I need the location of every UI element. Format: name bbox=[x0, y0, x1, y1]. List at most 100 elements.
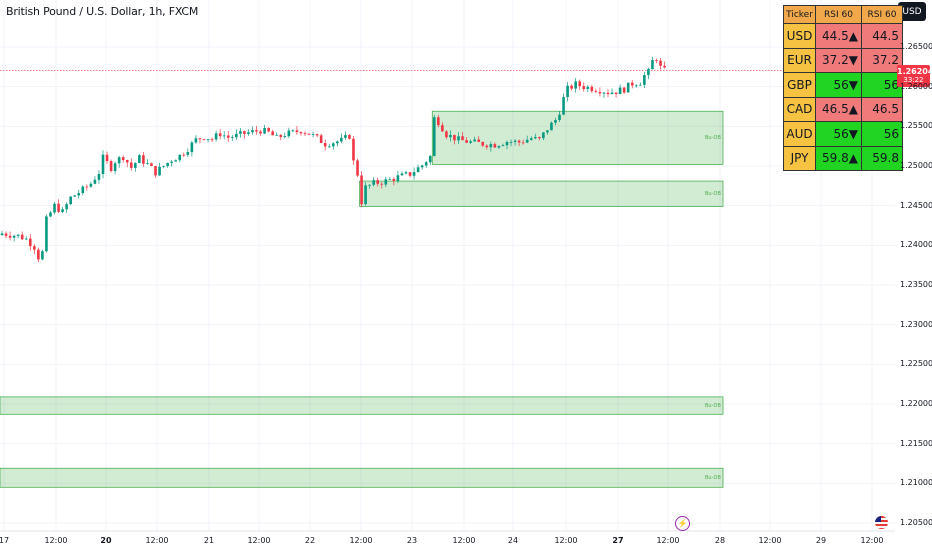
candle-body bbox=[16, 234, 20, 236]
candle-body bbox=[198, 138, 202, 140]
candle-body bbox=[73, 195, 77, 197]
candle-body bbox=[659, 60, 662, 66]
rsi-value: 59.8▲ bbox=[815, 145, 862, 171]
candle-body bbox=[279, 134, 283, 138]
candle-body bbox=[24, 238, 28, 240]
bullish-order-block-zone bbox=[431, 110, 724, 165]
candle-body bbox=[53, 203, 56, 213]
candle-body bbox=[275, 134, 279, 136]
candle-body bbox=[477, 139, 481, 142]
candle-body bbox=[533, 137, 537, 139]
candle-body bbox=[348, 135, 351, 139]
y-tick-label: 1.26500 bbox=[900, 42, 932, 51]
candle-body bbox=[101, 154, 105, 174]
candle-body bbox=[554, 120, 557, 123]
candle-body bbox=[170, 161, 173, 163]
rsi-ticker: GBP bbox=[783, 72, 816, 98]
candle-body bbox=[77, 193, 81, 196]
candle-body bbox=[655, 60, 658, 61]
candle-body bbox=[412, 172, 416, 176]
y-tick-label: 1.22000 bbox=[900, 399, 932, 408]
currency-button[interactable]: USD bbox=[898, 2, 926, 21]
candle-body bbox=[315, 134, 319, 136]
zone-label: Bu-OB bbox=[705, 134, 721, 141]
rsi-header-rsi-2: RSI 60 bbox=[861, 5, 903, 24]
candle-body bbox=[513, 140, 517, 142]
candle-body bbox=[222, 135, 226, 137]
candle-body bbox=[37, 249, 40, 260]
candle-body bbox=[521, 142, 525, 144]
candle-body bbox=[117, 157, 121, 164]
candle-body bbox=[630, 82, 634, 86]
candle-body bbox=[525, 139, 529, 143]
rsi-table-header: Ticker RSI 60 RSI 60 bbox=[783, 5, 903, 24]
rsi-value: 56▼ bbox=[815, 121, 862, 147]
rsi-ticker: CAD bbox=[783, 96, 816, 122]
us-flag-icon[interactable] bbox=[875, 516, 888, 529]
candle-body bbox=[437, 117, 440, 126]
candle-body bbox=[28, 238, 32, 247]
last-price-tag: 1.26204 33:22 bbox=[897, 65, 932, 87]
candle-body bbox=[41, 251, 44, 260]
candle-body bbox=[323, 142, 327, 147]
candle-body bbox=[453, 134, 456, 141]
candle-body bbox=[578, 81, 582, 87]
candle-body bbox=[299, 132, 303, 134]
rsi-ticker: JPY bbox=[783, 145, 816, 171]
candle-body bbox=[186, 152, 190, 155]
y-tick-label: 1.22500 bbox=[900, 359, 932, 369]
candle-body bbox=[441, 125, 444, 132]
y-tick-label: 1.25500 bbox=[900, 121, 932, 131]
candle-body bbox=[416, 167, 420, 173]
candle-body bbox=[214, 133, 218, 140]
bullish-order-block-zone bbox=[0, 467, 724, 488]
candle-body bbox=[432, 117, 436, 156]
y-tick-label: 1.26000 bbox=[900, 81, 932, 91]
x-tick-label: 21 bbox=[203, 536, 215, 545]
bar-countdown: 33:22 bbox=[903, 76, 924, 84]
candle-body bbox=[311, 134, 315, 135]
candle-body bbox=[372, 180, 375, 185]
candle-body bbox=[380, 183, 384, 185]
y-tick-label: 1.20500 bbox=[900, 518, 932, 527]
rsi-row: CAD 46.5▲ 46.5 bbox=[783, 96, 903, 122]
candle-body bbox=[283, 136, 287, 138]
candle-body bbox=[550, 122, 553, 131]
x-tick-label: 12:00 bbox=[554, 536, 578, 545]
y-tick-label: 1.25000 bbox=[900, 161, 932, 170]
candle-body bbox=[327, 146, 331, 148]
candle-body bbox=[529, 138, 533, 140]
rsi-ticker: EUR bbox=[783, 47, 816, 73]
rsi-ticker: AUD bbox=[783, 121, 816, 147]
candle-body bbox=[33, 246, 36, 250]
candle-body bbox=[81, 186, 85, 194]
candle-body bbox=[226, 135, 230, 138]
candle-body bbox=[65, 204, 68, 210]
candle-body bbox=[162, 166, 165, 167]
candle-body bbox=[0, 233, 4, 236]
x-tick-label: 12:00 bbox=[44, 536, 68, 545]
candle-body bbox=[570, 85, 573, 89]
candle-body bbox=[618, 87, 622, 95]
candle-body bbox=[113, 163, 117, 171]
rsi-row: EUR 37.2▼ 37.2 bbox=[783, 47, 903, 73]
rsi-header-ticker: Ticker bbox=[783, 5, 816, 24]
rsi-value-2: 44.5 bbox=[861, 23, 903, 49]
rsi-value: 56▼ bbox=[815, 72, 862, 98]
x-tick-label: 12:00 bbox=[349, 536, 373, 545]
candle-body bbox=[340, 137, 343, 142]
candle-body bbox=[202, 139, 206, 141]
lightning-icon[interactable]: ⚡ bbox=[675, 516, 690, 531]
y-tick-label: 1.24500 bbox=[900, 200, 932, 210]
candle-body bbox=[501, 145, 505, 147]
candle-body bbox=[97, 173, 101, 180]
x-tick-label: 12:00 bbox=[656, 536, 680, 545]
candle-body bbox=[562, 97, 565, 115]
candle-body bbox=[497, 146, 501, 148]
candle-body bbox=[319, 135, 323, 143]
x-tick-label: 17 bbox=[0, 536, 10, 545]
rsi-value: 46.5▲ bbox=[815, 96, 862, 122]
candle-body bbox=[303, 133, 307, 135]
candle-body bbox=[606, 92, 610, 95]
